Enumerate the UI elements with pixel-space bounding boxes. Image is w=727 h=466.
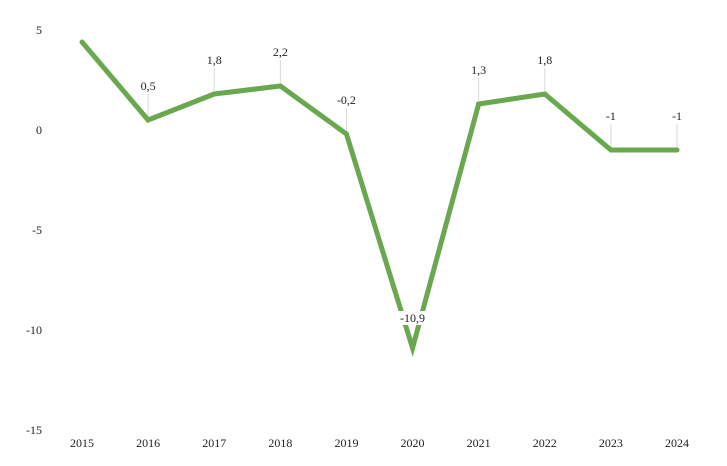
- data-labels: 0,5 1,8 2,2 -0,2 -10,9 1,3 1,8 -1 -1: [141, 45, 682, 325]
- data-label: -10,9: [400, 311, 425, 325]
- x-tick-label: 2018: [268, 436, 292, 450]
- x-tick-label: 2016: [136, 436, 160, 450]
- x-tick-label: 2023: [599, 436, 623, 450]
- data-label: -1: [672, 109, 682, 123]
- data-point: [343, 131, 349, 137]
- data-point: [476, 101, 482, 107]
- data-point: [277, 83, 283, 89]
- y-tick-label: 5: [36, 23, 42, 37]
- data-point: [608, 147, 614, 153]
- x-tick-label: 2024: [665, 436, 689, 450]
- x-tick-label: 2019: [334, 436, 358, 450]
- y-axis-ticks: 5 0 -5 -10 -15: [26, 23, 42, 437]
- data-label: 1,3: [471, 63, 486, 77]
- series-line-group: [79, 39, 680, 357]
- data-point: [674, 147, 680, 153]
- y-tick-label: -10: [26, 323, 42, 337]
- data-point: [79, 39, 85, 45]
- x-tick-label: 2015: [70, 436, 94, 450]
- y-tick-label: -5: [32, 223, 42, 237]
- y-tick-label: -15: [26, 423, 42, 437]
- data-label: 0,5: [141, 79, 156, 93]
- data-label: 1,8: [537, 53, 552, 67]
- data-label: -0,2: [337, 93, 356, 107]
- data-point: [145, 117, 151, 123]
- x-tick-label: 2022: [533, 436, 557, 450]
- data-label: 1,8: [207, 53, 222, 67]
- data-point: [410, 345, 416, 351]
- y-tick-label: 0: [36, 123, 42, 137]
- data-label: -1: [606, 109, 616, 123]
- x-tick-label: 2017: [202, 436, 226, 450]
- data-label-leaders: [147, 60, 678, 147]
- x-tick-label: 2021: [467, 436, 491, 450]
- series-line: [80, 40, 677, 357]
- data-point: [542, 91, 548, 97]
- x-axis-ticks: 2015 2016 2017 2018 2019 2020 2021 2022 2023 2024: [70, 436, 689, 450]
- data-point: [211, 91, 217, 97]
- x-tick-label: 2020: [401, 436, 425, 450]
- data-label: 2,2: [273, 45, 288, 59]
- data-label-background: [396, 311, 429, 325]
